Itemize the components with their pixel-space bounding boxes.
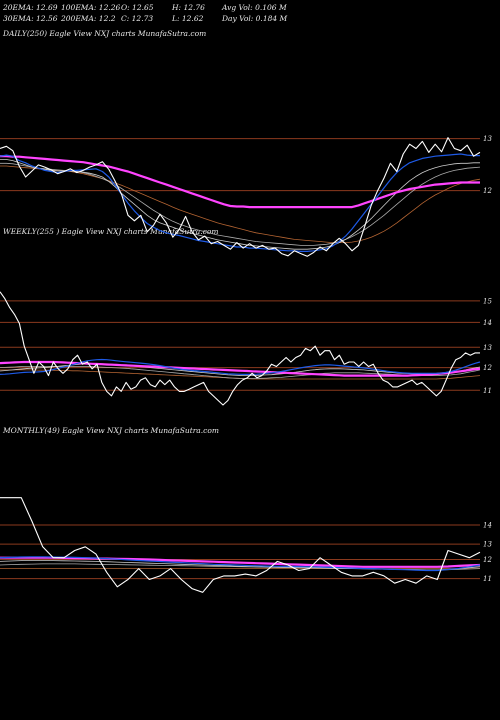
daily-ytick-label: 13 [483, 135, 492, 143]
stat-high: H: 12.76 [172, 3, 205, 12]
monthly-price-line [0, 497, 481, 593]
weekly-ytick-label: 14 [483, 319, 492, 327]
weekly-panel-label: WEEKLY(255 ) Eagle View NXJ charts Munaf… [3, 227, 219, 236]
stat-avg-vol: Avg Vol: 0.106 M [222, 3, 287, 12]
daily-ema50-line [0, 162, 481, 246]
daily-ema100-line [0, 165, 481, 244]
weekly-panel: 15 14 13 12 11 [0, 291, 492, 406]
weekly-ema20-line [0, 358, 481, 375]
weekly-ytick-label: 13 [483, 344, 492, 352]
monthly-panel-label: MONTHLY(49) Eagle View NXJ charts Munafa… [3, 426, 219, 435]
stat-ema30: 30EMA: 12.56 [3, 14, 58, 23]
daily-ytick-label: 12 [483, 187, 492, 195]
daily-ema200-line [0, 155, 480, 209]
weekly-ytick-label: 12 [483, 364, 492, 372]
weekly-ytick-label: 11 [483, 387, 492, 395]
stat-open: O: 12.65 [121, 3, 154, 12]
weekly-price-line [0, 291, 480, 406]
monthly-panel: 14 13 12 11 [0, 497, 492, 593]
monthly-ema20-line [0, 556, 481, 572]
daily-ema20-line [0, 153, 480, 252]
weekly-ema50-line [0, 366, 481, 379]
stat-low: L: 12.62 [172, 14, 204, 23]
weekly-ytick-label: 15 [483, 297, 492, 305]
stat-day-vol: Day Vol: 0.184 M [222, 14, 288, 23]
daily-ema30-line [0, 159, 480, 250]
stat-ema100: 100EMA: 12.26 [61, 3, 121, 12]
monthly-ytick-label: 11 [483, 575, 492, 583]
stat-ema200: 200EMA: 12.2 [61, 14, 116, 23]
monthly-ytick-label: 14 [483, 522, 492, 530]
daily-panel-label: DAILY(250) Eagle View NXJ charts MunafaS… [3, 29, 207, 38]
monthly-ytick-label: 13 [483, 541, 492, 549]
monthly-ema200-line [0, 556, 481, 568]
daily-panel: 13 12 [0, 135, 492, 257]
stat-ema20: 20EMA: 12.69 [3, 3, 58, 12]
daily-price-line [0, 137, 481, 257]
stat-close: C: 12.73 [121, 14, 154, 23]
monthly-ytick-label: 12 [483, 556, 492, 564]
